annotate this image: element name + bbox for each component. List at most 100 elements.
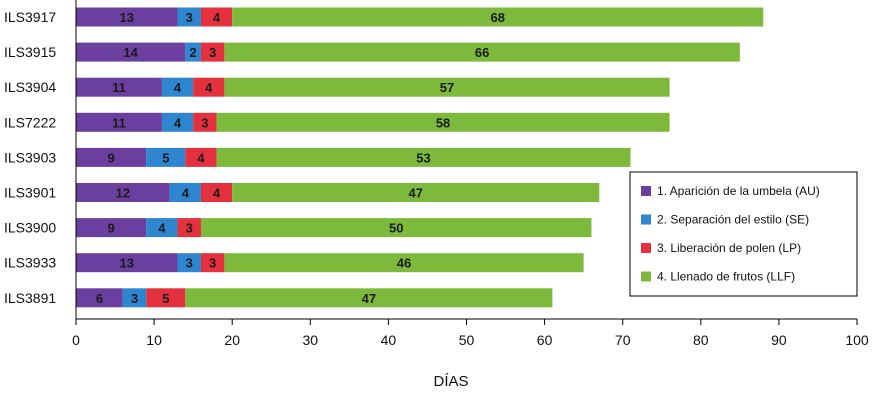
bar-segment bbox=[224, 42, 740, 62]
segment-value-label: 3 bbox=[209, 256, 216, 271]
x-axis: 0 10 20 30 40 50 60 70 80 90 100 bbox=[72, 0, 869, 348]
legend-swatch bbox=[641, 186, 651, 196]
bar-segment bbox=[76, 218, 147, 238]
x-tick-label: 70 bbox=[615, 332, 631, 348]
segment-value-label: 13 bbox=[120, 10, 134, 25]
legend-swatch bbox=[641, 271, 651, 282]
bar-segment bbox=[76, 42, 186, 62]
bar-segment bbox=[76, 147, 147, 167]
bar-segment bbox=[185, 288, 553, 308]
bar-segment bbox=[216, 112, 670, 132]
segment-value-label: 4 bbox=[174, 115, 182, 130]
bar-segment bbox=[224, 77, 670, 97]
x-tick-label: 30 bbox=[303, 332, 319, 348]
segment-value-label: 4 bbox=[158, 221, 166, 236]
bar-segment bbox=[177, 218, 201, 238]
bar-segment bbox=[76, 183, 170, 202]
segment-value-label: 4 bbox=[213, 10, 221, 25]
legend-swatch bbox=[641, 214, 651, 225]
bar-segment bbox=[185, 42, 201, 62]
x-tick-label: 40 bbox=[381, 332, 397, 348]
segment-value-label: 46 bbox=[397, 256, 411, 271]
legend-swatch bbox=[641, 243, 651, 253]
bar-segment bbox=[76, 112, 162, 132]
bar-segment bbox=[193, 77, 225, 97]
segment-value-label: 57 bbox=[440, 80, 454, 95]
segment-value-label: 47 bbox=[362, 291, 376, 306]
bar-segment bbox=[169, 183, 201, 202]
x-tick-label: 50 bbox=[459, 332, 475, 348]
segment-value-label: 3 bbox=[186, 221, 193, 236]
bar-segment bbox=[177, 7, 201, 27]
category-label: ILS3904 bbox=[4, 79, 56, 95]
bar-segment bbox=[76, 253, 178, 273]
segment-value-label: 47 bbox=[409, 186, 423, 201]
bar-segment bbox=[146, 147, 186, 167]
bar-segment bbox=[200, 7, 233, 27]
segment-value-label: 5 bbox=[162, 291, 169, 306]
segment-value-label: 6 bbox=[96, 291, 103, 306]
bar-segment bbox=[200, 42, 225, 62]
category-labels: ILS3917 ILS3915 ILS3904 ILS7222 ILS3903 ILS39… bbox=[4, 9, 56, 306]
segment-value-label: 4 bbox=[213, 186, 221, 201]
category-label: ILS3891 bbox=[4, 290, 56, 306]
segment-value-label: 4 bbox=[205, 80, 213, 95]
category-label: ILS3933 bbox=[4, 255, 56, 271]
bar-segment bbox=[232, 7, 764, 27]
bar-segment bbox=[177, 253, 201, 273]
segment-value-label: 13 bbox=[120, 256, 134, 271]
bar-segment bbox=[185, 147, 217, 167]
bar-segment bbox=[200, 218, 592, 238]
segment-value-label: 12 bbox=[116, 186, 130, 201]
bar-segment bbox=[200, 183, 233, 202]
x-tick-label: 60 bbox=[537, 332, 553, 348]
segment-value-label: 3 bbox=[201, 115, 208, 130]
bar-segment bbox=[232, 183, 600, 202]
segment-value-label: 14 bbox=[123, 45, 138, 60]
segment-value-label: 3 bbox=[186, 10, 193, 25]
segment-value-label: 53 bbox=[416, 150, 430, 165]
x-tick-label: 80 bbox=[693, 332, 709, 348]
x-tick-label: 90 bbox=[771, 332, 787, 348]
bar-segment bbox=[122, 288, 147, 308]
legend-label: 4. Llenado de frutos (LLF) bbox=[657, 270, 795, 284]
bar-segment bbox=[216, 147, 631, 167]
category-label: ILS7222 bbox=[4, 114, 56, 130]
x-tick-label: 0 bbox=[72, 332, 80, 348]
x-tick-label: 20 bbox=[224, 332, 240, 348]
segment-value-label: 68 bbox=[491, 10, 505, 25]
segment-value-label: 3 bbox=[131, 291, 138, 306]
segment-value-label: 50 bbox=[389, 221, 403, 236]
category-label: ILS3901 bbox=[4, 185, 56, 201]
segment-value-label: 58 bbox=[436, 115, 450, 130]
legend-label: 2. Separación del estilo (SE) bbox=[657, 213, 809, 227]
legend-box bbox=[629, 171, 858, 297]
x-axis-title: DÍAS bbox=[433, 373, 468, 390]
x-tick-label: 10 bbox=[146, 332, 162, 348]
segment-value-label: 11 bbox=[112, 80, 126, 95]
bar-segment bbox=[146, 218, 178, 238]
segment-value-label: 11 bbox=[112, 115, 126, 130]
category-label: ILS3917 bbox=[4, 9, 56, 25]
segment-value-label: 5 bbox=[162, 150, 169, 165]
segment-value-label: 3 bbox=[186, 256, 193, 271]
bar-segment bbox=[76, 77, 162, 97]
bar-segment bbox=[161, 112, 194, 132]
bar-segment bbox=[76, 7, 178, 27]
legend-label: 3. Liberación de polen (LP) bbox=[657, 241, 801, 255]
category-label: ILS3903 bbox=[4, 149, 56, 165]
segment-value-label: 2 bbox=[190, 45, 197, 60]
bar-segment bbox=[193, 112, 217, 132]
segment-value-label: 66 bbox=[475, 45, 489, 60]
category-label: ILS3915 bbox=[4, 44, 56, 60]
bar-segment bbox=[146, 288, 186, 308]
category-label: ILS3900 bbox=[4, 220, 56, 236]
segment-value-label: 4 bbox=[182, 186, 190, 201]
segment-value-label: 4 bbox=[197, 150, 205, 165]
bar-segment bbox=[161, 77, 194, 97]
segment-value-label: 3 bbox=[209, 45, 216, 60]
x-tick-label: 100 bbox=[845, 332, 869, 348]
bar-segment bbox=[224, 253, 584, 273]
